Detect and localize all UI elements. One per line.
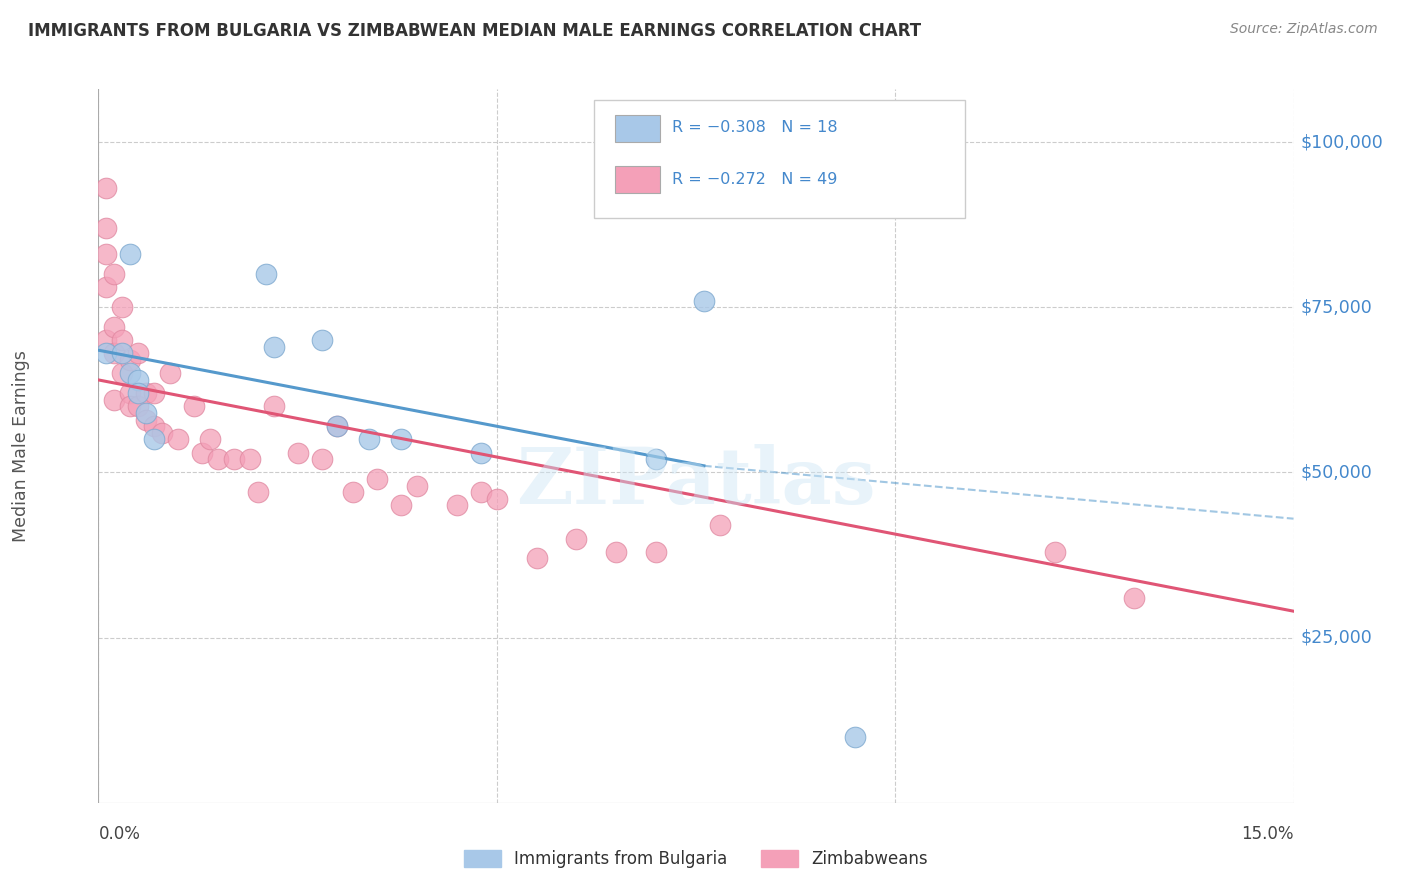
Point bbox=[311, 452, 333, 467]
Point bbox=[127, 346, 149, 360]
Point bbox=[96, 247, 118, 261]
Text: Median Male Earnings: Median Male Earnings bbox=[13, 350, 30, 542]
Point bbox=[709, 518, 731, 533]
Point bbox=[526, 551, 548, 566]
Point bbox=[446, 499, 468, 513]
Point bbox=[406, 478, 429, 492]
Point bbox=[645, 452, 668, 467]
Text: $50,000: $50,000 bbox=[1301, 464, 1372, 482]
Text: 15.0%: 15.0% bbox=[1241, 825, 1294, 843]
Point bbox=[263, 340, 285, 354]
Point bbox=[135, 406, 157, 420]
Point bbox=[1043, 545, 1066, 559]
Point bbox=[844, 730, 866, 744]
Point bbox=[246, 485, 269, 500]
Point bbox=[485, 491, 508, 506]
FancyBboxPatch shape bbox=[595, 100, 965, 218]
Point bbox=[111, 367, 134, 381]
Point bbox=[311, 333, 333, 347]
Point bbox=[389, 499, 412, 513]
Point bbox=[167, 433, 190, 447]
Point bbox=[287, 445, 309, 459]
Point bbox=[565, 532, 588, 546]
Point bbox=[389, 433, 412, 447]
Point bbox=[111, 333, 134, 347]
Point bbox=[103, 346, 125, 360]
Point bbox=[96, 346, 118, 360]
Text: $75,000: $75,000 bbox=[1301, 298, 1372, 317]
Point bbox=[326, 419, 349, 434]
Text: $100,000: $100,000 bbox=[1301, 133, 1384, 151]
Point bbox=[183, 400, 205, 414]
Point bbox=[127, 400, 149, 414]
Legend: Immigrants from Bulgaria, Zimbabweans: Immigrants from Bulgaria, Zimbabweans bbox=[456, 842, 936, 877]
Text: ZIPatlas: ZIPatlas bbox=[516, 443, 876, 520]
Point bbox=[198, 433, 221, 447]
Point bbox=[263, 400, 285, 414]
Point bbox=[645, 545, 668, 559]
Text: $25,000: $25,000 bbox=[1301, 629, 1372, 647]
Bar bbox=[614, 166, 659, 194]
Point bbox=[127, 373, 149, 387]
Point bbox=[342, 485, 364, 500]
Point bbox=[103, 392, 125, 407]
Point bbox=[96, 333, 118, 347]
Point bbox=[143, 433, 166, 447]
Point bbox=[96, 181, 118, 195]
Point bbox=[1123, 591, 1146, 605]
Point bbox=[470, 485, 492, 500]
Point bbox=[191, 445, 214, 459]
Bar bbox=[614, 115, 659, 142]
Point bbox=[150, 425, 173, 440]
Point bbox=[120, 367, 142, 381]
Text: 0.0%: 0.0% bbox=[98, 825, 141, 843]
Point bbox=[103, 320, 125, 334]
Point bbox=[207, 452, 229, 467]
Text: IMMIGRANTS FROM BULGARIA VS ZIMBABWEAN MEDIAN MALE EARNINGS CORRELATION CHART: IMMIGRANTS FROM BULGARIA VS ZIMBABWEAN M… bbox=[28, 22, 921, 40]
Point bbox=[239, 452, 262, 467]
Point bbox=[326, 419, 349, 434]
Text: R = −0.272   N = 49: R = −0.272 N = 49 bbox=[672, 171, 838, 186]
Point bbox=[359, 433, 381, 447]
Point bbox=[120, 247, 142, 261]
Point bbox=[222, 452, 245, 467]
Point bbox=[103, 267, 125, 281]
Point bbox=[120, 400, 142, 414]
Point bbox=[111, 346, 134, 360]
Point bbox=[135, 412, 157, 426]
Point bbox=[605, 545, 627, 559]
Point bbox=[366, 472, 388, 486]
Point bbox=[143, 419, 166, 434]
Text: Source: ZipAtlas.com: Source: ZipAtlas.com bbox=[1230, 22, 1378, 37]
Point bbox=[159, 367, 181, 381]
Point bbox=[470, 445, 492, 459]
Point bbox=[693, 293, 716, 308]
Point bbox=[96, 280, 118, 294]
Point bbox=[120, 353, 142, 368]
Text: R = −0.308   N = 18: R = −0.308 N = 18 bbox=[672, 120, 838, 136]
Point bbox=[96, 221, 118, 235]
Point bbox=[127, 386, 149, 401]
Point bbox=[135, 386, 157, 401]
Point bbox=[143, 386, 166, 401]
Point bbox=[111, 300, 134, 314]
Point bbox=[254, 267, 277, 281]
Point bbox=[120, 386, 142, 401]
